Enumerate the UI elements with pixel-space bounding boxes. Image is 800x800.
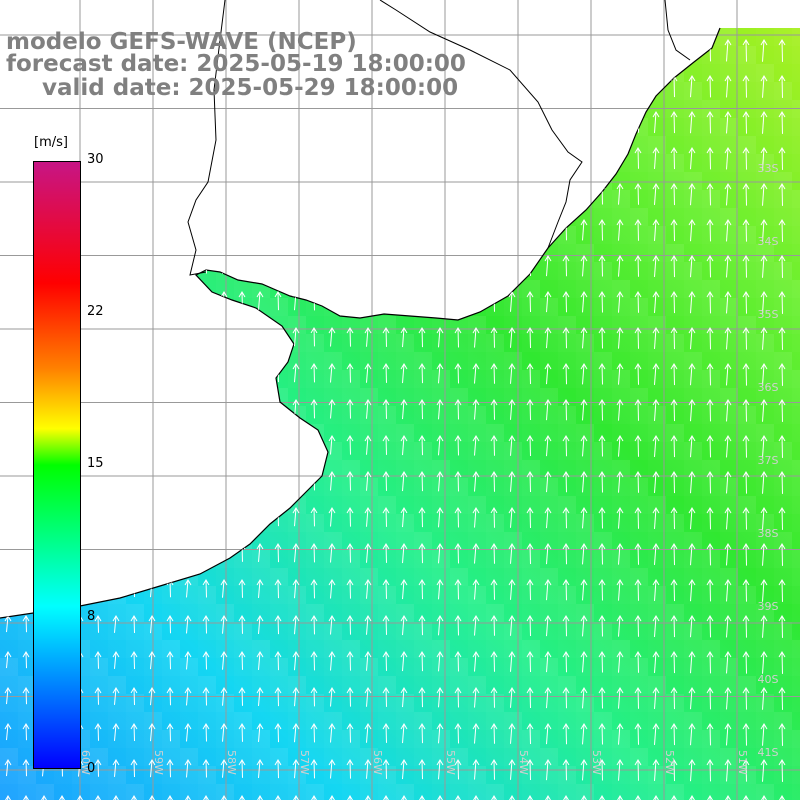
colorbar-tick: 0 bbox=[87, 761, 96, 776]
forecast-date: forecast date: 2025-05-19 18:00:00 bbox=[6, 51, 466, 77]
lon-label: 59W bbox=[152, 750, 165, 775]
model-title: modelo GEFS-WAVE (NCEP) bbox=[6, 29, 357, 55]
lon-label: 53W bbox=[590, 750, 603, 775]
colorbar-unit: [m/s] bbox=[34, 135, 68, 150]
sea-field bbox=[0, 28, 800, 800]
lon-label: 57W bbox=[298, 750, 311, 775]
lat-label: 38S bbox=[758, 527, 779, 540]
lon-label: 56W bbox=[371, 750, 384, 775]
lat-label: 34S bbox=[758, 235, 779, 248]
lat-label: 37S bbox=[758, 454, 779, 467]
coastline bbox=[0, 27, 721, 619]
lat-label: 36S bbox=[758, 381, 779, 394]
border-line bbox=[379, 0, 583, 249]
lon-label: 55W bbox=[444, 750, 457, 775]
lat-label: 35S bbox=[758, 308, 779, 321]
valid-date: valid date: 2025-05-29 18:00:00 bbox=[42, 75, 459, 101]
colorbar bbox=[33, 161, 81, 769]
border-line bbox=[187, 0, 226, 276]
lat-label: 33S bbox=[758, 162, 779, 175]
border-line bbox=[664, 0, 691, 61]
lon-label: 58W bbox=[225, 750, 238, 775]
field-cells bbox=[0, 28, 800, 800]
colorbar-tick: 8 bbox=[87, 609, 96, 624]
lon-label: 51W bbox=[736, 750, 749, 775]
colorbar-tick: 30 bbox=[87, 152, 104, 167]
lon-label: 54W bbox=[517, 750, 530, 775]
lon-label: 52W bbox=[663, 750, 676, 775]
lat-label: 40S bbox=[758, 673, 779, 686]
lat-label: 41S bbox=[758, 746, 779, 759]
lat-label: 39S bbox=[758, 600, 779, 613]
colorbar-tick: 22 bbox=[87, 304, 104, 319]
lon-label: 60W bbox=[79, 750, 92, 775]
colorbar-tick: 15 bbox=[87, 456, 104, 471]
